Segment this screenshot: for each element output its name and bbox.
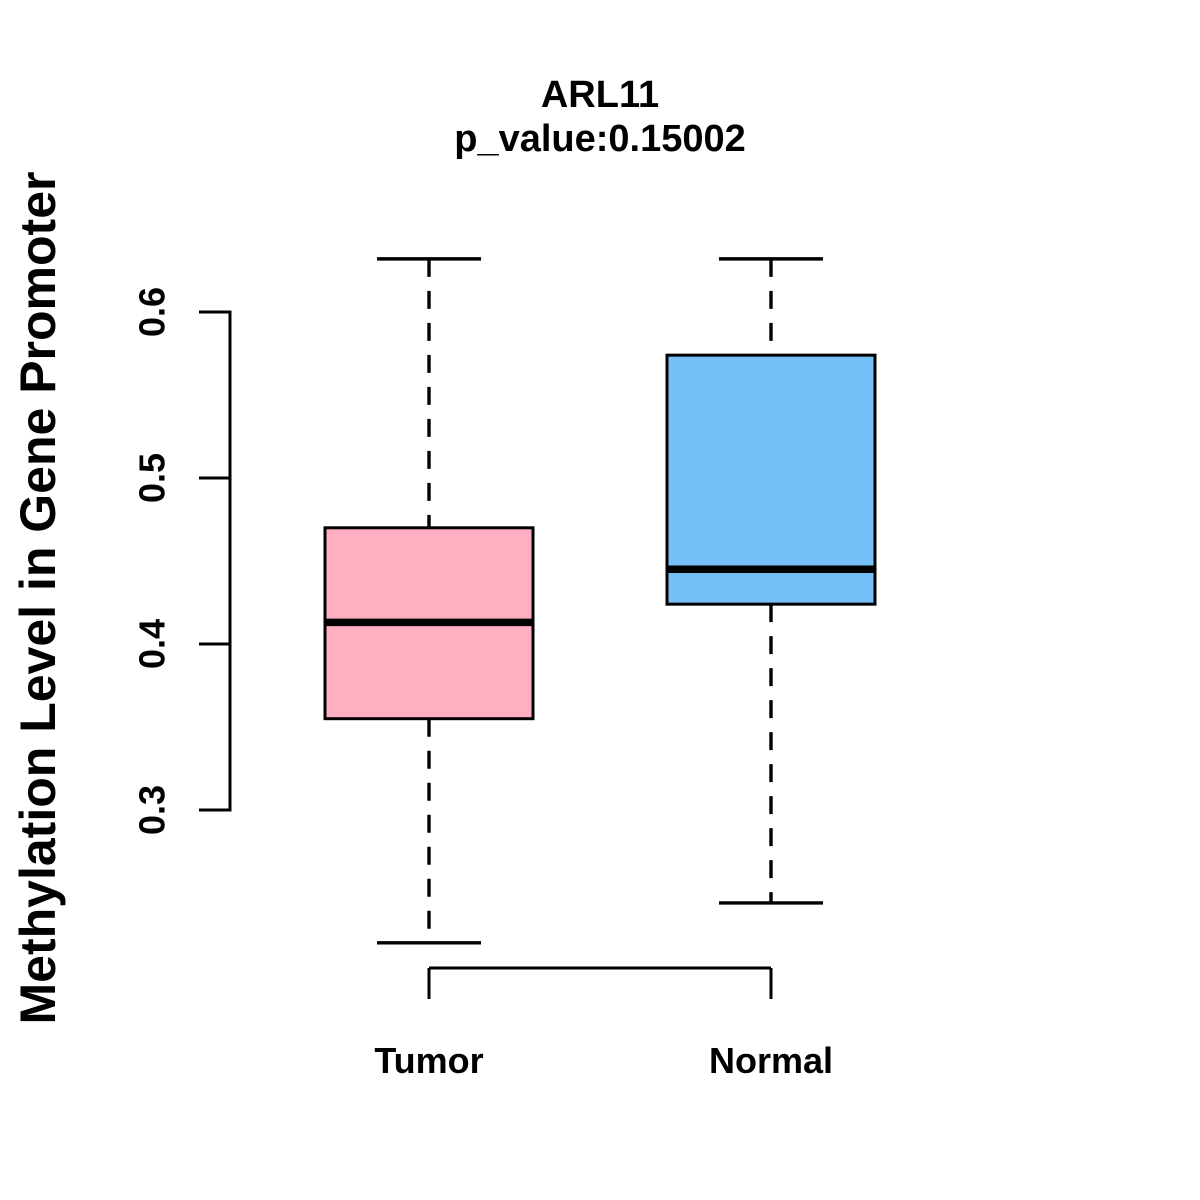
y-axis-label: Methylation Level in Gene Promoter (10, 172, 66, 1025)
x-category-labels: Tumor Normal (374, 1040, 833, 1081)
box-tumor (323, 257, 535, 945)
y-axis: 0.3 0.4 0.5 0.6 (132, 287, 232, 835)
x-category-label: Normal (709, 1040, 833, 1081)
box-series (323, 257, 877, 945)
y-tick-label: 0.3 (132, 785, 173, 835)
y-tick-label: 0.6 (132, 287, 173, 337)
y-tick-label: 0.5 (132, 453, 173, 503)
iqr-box (665, 353, 877, 606)
chart-subtitle: p_value:0.15002 (454, 118, 746, 160)
chart-title: ARL11 (541, 74, 659, 116)
y-tick-label: 0.4 (132, 619, 173, 669)
box-normal (665, 257, 877, 905)
x-axis (427, 966, 773, 999)
x-category-label: Tumor (374, 1040, 483, 1081)
